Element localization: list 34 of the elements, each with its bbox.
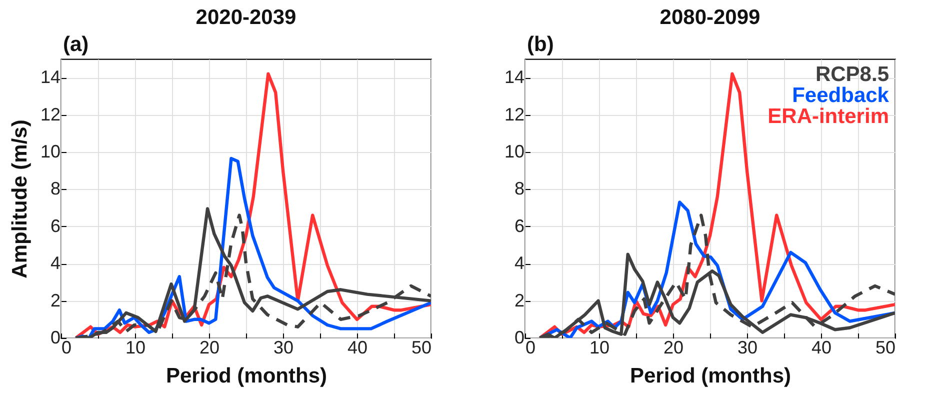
x-tick-label: 40 <box>811 338 832 358</box>
y-tick-label: 10 <box>504 142 524 162</box>
text: (b) <box>527 33 554 56</box>
y-tick-label: 4 <box>514 253 524 274</box>
y-axis-title: Amplitude (m/s) <box>8 120 32 278</box>
y-tick-label: 6 <box>50 216 60 236</box>
x-tick-label: 30 <box>273 338 294 358</box>
y-tick-label: 8 <box>514 178 524 199</box>
text: RCP8.5 <box>815 63 890 86</box>
y-tick-label: 2 <box>514 290 524 310</box>
text: Feedback <box>792 84 890 107</box>
x-tick-label: 10 <box>589 338 610 358</box>
y-tick-label: 8 <box>50 178 60 199</box>
y-tick-label: 4 <box>50 253 60 274</box>
x-tick-label: 30 <box>737 338 758 358</box>
y-tick-label: 14 <box>40 67 60 88</box>
y-tick-label: 14 <box>504 67 524 88</box>
series-label: ERA-interim <box>768 105 889 128</box>
x-tick-label: 50 <box>411 338 432 358</box>
chart-title: 2080-2099 <box>660 6 760 29</box>
y-tick-label: 12 <box>40 104 60 124</box>
x-tick-label: 50 <box>875 338 896 358</box>
text: (a) <box>63 33 89 56</box>
chart-title: 2020-2039 <box>196 6 296 29</box>
x-tick-label: 40 <box>347 338 368 358</box>
x-axis-title: Period (months) <box>630 364 791 388</box>
x-tick-label: 20 <box>199 338 220 358</box>
x-tick-label: 10 <box>125 338 146 358</box>
y-tick-label: 2 <box>50 290 60 310</box>
y-tick-label: 12 <box>504 104 524 124</box>
y-tick-label: 10 <box>40 142 60 162</box>
y-tick-label: 6 <box>514 216 524 236</box>
x-axis-title: Period (months) <box>166 364 327 388</box>
x-tick-label: 20 <box>663 338 684 358</box>
